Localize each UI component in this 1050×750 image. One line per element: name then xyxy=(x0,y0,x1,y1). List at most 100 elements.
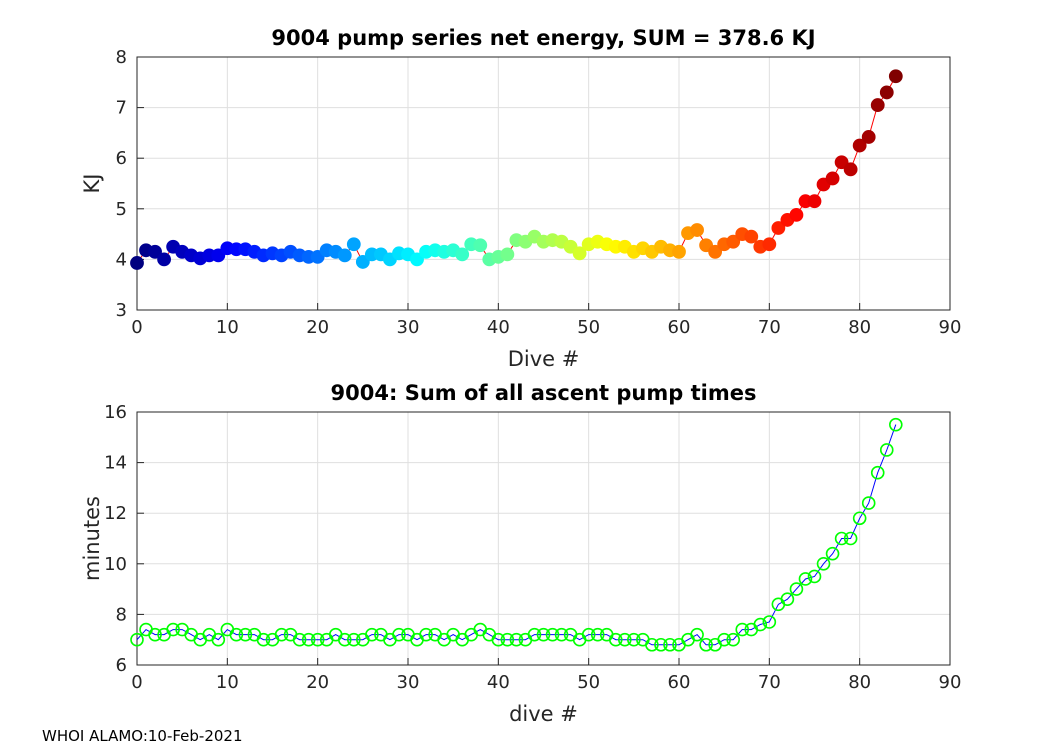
x-axis-label: Dive # xyxy=(508,347,580,371)
chart-title: 9004: Sum of all ascent pump times xyxy=(331,381,757,405)
y-tick-label: 6 xyxy=(116,655,127,676)
data-point xyxy=(690,627,704,642)
data-point xyxy=(608,632,623,647)
y-tick-label: 14 xyxy=(104,453,127,474)
x-axis-label: dive # xyxy=(509,702,578,726)
data-point xyxy=(410,252,424,267)
x-tick-label: 70 xyxy=(758,317,781,338)
data-point xyxy=(888,417,903,432)
x-tick-label: 50 xyxy=(577,672,600,693)
data-point xyxy=(879,85,894,100)
y-tick-label: 16 xyxy=(104,402,127,423)
y-tick-label: 12 xyxy=(104,503,127,524)
data-point xyxy=(672,244,686,259)
data-point xyxy=(365,627,379,642)
data-point xyxy=(726,632,741,647)
data-point xyxy=(211,632,226,647)
data-point xyxy=(157,252,172,267)
x-tick-label: 40 xyxy=(487,672,510,693)
x-tick-label: 80 xyxy=(848,317,871,338)
data-point xyxy=(645,637,659,652)
data-point xyxy=(256,632,271,647)
data-point xyxy=(581,627,596,642)
y-tick-label: 6 xyxy=(116,148,127,169)
energy-plot: 0 10 20 30 40 50 60 70 80 90 3 4 5 6 7 8 9004 pump serie… xyxy=(80,26,961,371)
x-tick-label: 40 xyxy=(487,317,510,338)
data-point xyxy=(148,244,162,259)
data-point xyxy=(455,247,470,262)
data-point xyxy=(590,627,605,642)
data-point xyxy=(762,615,777,629)
data-point xyxy=(310,632,325,647)
x-tick-label: 30 xyxy=(397,672,420,693)
data-point xyxy=(654,637,668,652)
data-point xyxy=(274,627,289,642)
data-point xyxy=(780,592,795,607)
x-tick-label: 0 xyxy=(131,317,142,338)
data-point xyxy=(762,237,777,252)
x-tick-label: 90 xyxy=(939,672,962,693)
data-point xyxy=(843,531,858,546)
data-point xyxy=(861,496,876,510)
data-point xyxy=(392,627,406,642)
data-point xyxy=(500,632,515,647)
data-point xyxy=(572,246,587,261)
data-point xyxy=(888,69,903,84)
data-point xyxy=(238,627,253,642)
data-point xyxy=(663,637,677,652)
axes-frame xyxy=(136,56,951,311)
footer-timestamp: WHOI ALAMO:10-Feb-2021 xyxy=(42,727,243,745)
data-point xyxy=(527,627,542,642)
data-point xyxy=(807,194,822,209)
data-point xyxy=(708,244,723,259)
data-point xyxy=(554,627,569,642)
data-point xyxy=(870,465,885,480)
data-point xyxy=(337,632,352,647)
data-point xyxy=(229,627,244,642)
data-point xyxy=(627,632,641,647)
x-tick-label: 50 xyxy=(577,317,600,338)
x-tick-label: 20 xyxy=(306,317,329,338)
data-point xyxy=(473,238,488,253)
data-point xyxy=(825,546,840,561)
data-point xyxy=(879,443,894,457)
data-point xyxy=(744,229,759,244)
data-point xyxy=(509,632,524,647)
data-point xyxy=(699,637,713,652)
data-point xyxy=(807,569,822,584)
data-point xyxy=(130,632,144,647)
y-tick-label: 8 xyxy=(116,47,127,68)
data-point xyxy=(346,632,361,647)
data-point xyxy=(726,234,741,249)
pump-time-plot: 0 10 20 30 40 50 60 70 80 90 6 8 10 12 14 16 9004: Sum o… xyxy=(80,381,961,726)
data-point xyxy=(491,632,506,647)
x-tick-label: 10 xyxy=(216,317,239,338)
data-point xyxy=(816,556,831,571)
chart-title: 9004 pump series net energy, SUM = 378.6… xyxy=(271,26,815,50)
y-tick-label: 4 xyxy=(116,249,127,270)
data-point xyxy=(852,511,867,526)
x-tick-label: 60 xyxy=(668,672,691,693)
data-point xyxy=(735,622,750,637)
axes-frame xyxy=(136,411,951,666)
data-point xyxy=(419,627,433,642)
x-tick-label: 60 xyxy=(668,317,691,338)
data-point xyxy=(211,248,226,263)
data-point xyxy=(717,632,731,647)
y-tick-label: 5 xyxy=(116,199,127,220)
data-point xyxy=(355,255,370,269)
x-tick-label: 10 xyxy=(216,672,239,693)
data-point xyxy=(536,627,551,642)
data-point xyxy=(834,155,849,170)
x-tick-label: 30 xyxy=(397,317,420,338)
data-point xyxy=(825,171,840,186)
x-tick-label: 0 xyxy=(131,672,142,693)
data-point xyxy=(843,162,858,177)
data-point xyxy=(301,632,316,647)
data-point xyxy=(753,617,768,632)
x-tick-label: 70 xyxy=(758,672,781,693)
data-point xyxy=(292,632,307,647)
y-axis-label: minutes xyxy=(80,496,104,581)
data-point xyxy=(834,531,849,546)
